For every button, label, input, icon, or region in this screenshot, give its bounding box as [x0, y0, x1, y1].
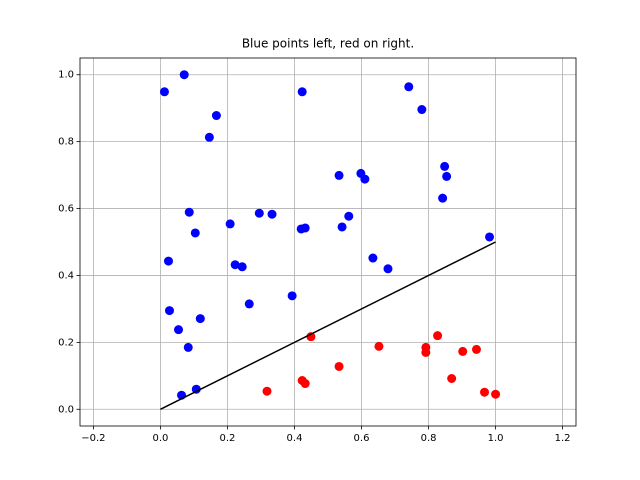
scatter-point: [211, 111, 221, 121]
scatter-point: [195, 314, 205, 324]
scatter-point: [368, 253, 378, 263]
scatter-point: [480, 387, 490, 397]
y-tick-label: 1.0: [58, 70, 74, 81]
scatter-point: [485, 232, 495, 242]
chart-title: Blue points left, red on right.: [242, 37, 414, 51]
scatter-point: [297, 87, 307, 97]
scatter-point: [191, 384, 201, 394]
scatter-point: [306, 332, 316, 342]
y-tick-label: 0.2: [58, 337, 74, 348]
scatter-point: [300, 379, 310, 389]
y-tick-label: 0.6: [58, 204, 74, 215]
scatter-point: [440, 161, 450, 171]
scatter-point: [267, 209, 277, 219]
scatter-point: [179, 70, 189, 80]
scatter-point: [237, 262, 247, 272]
y-tick-label: 0.8: [58, 137, 74, 148]
scatter-point: [159, 87, 169, 97]
scatter-point: [244, 299, 254, 309]
scatter-point: [183, 342, 193, 352]
scatter-point: [337, 222, 347, 232]
line: [160, 241, 496, 410]
scatter-point: [287, 291, 297, 301]
x-tick-label: 0.8: [421, 433, 437, 444]
x-tick-label: 1.2: [555, 433, 571, 444]
x-tick-label: −0.2: [81, 433, 105, 444]
scatter-point: [184, 207, 194, 217]
scatter-point: [458, 346, 468, 356]
x-tick-label: 1.0: [488, 433, 504, 444]
scatter-point: [163, 256, 173, 266]
scatter-point: [334, 361, 344, 371]
scatter-point: [174, 325, 184, 335]
scatter-point: [190, 228, 200, 238]
scatter-point: [491, 389, 501, 399]
scatter-point: [442, 171, 452, 181]
x-tick-label: 0.2: [220, 433, 236, 444]
scatter-point: [254, 208, 264, 218]
scatter-point: [404, 82, 414, 92]
scatter-point: [344, 211, 354, 221]
scatter-point: [225, 219, 235, 229]
scatter-point: [433, 331, 443, 341]
x-tick-label: 0.4: [287, 433, 303, 444]
scatter-point: [360, 174, 370, 184]
scatter-point: [262, 386, 272, 396]
x-tick-label: 0.0: [152, 433, 168, 444]
scatter-point: [204, 132, 214, 142]
scatter-point: [438, 193, 448, 203]
scatter-point: [300, 223, 310, 233]
scatter-point: [471, 344, 481, 354]
scatter-point: [447, 373, 457, 383]
scatter-point: [383, 264, 393, 274]
scatter-point: [230, 260, 240, 270]
scatter-point: [374, 341, 384, 351]
y-tick-label: 0.4: [58, 270, 74, 281]
scatter-point: [417, 105, 427, 115]
scatter-point: [334, 170, 344, 180]
scatter-point: [164, 306, 174, 316]
scatter-point: [421, 347, 431, 357]
x-tick-label: 0.6: [354, 433, 370, 444]
y-tick-label: 0.0: [58, 404, 74, 415]
plot-frame: [79, 57, 577, 427]
